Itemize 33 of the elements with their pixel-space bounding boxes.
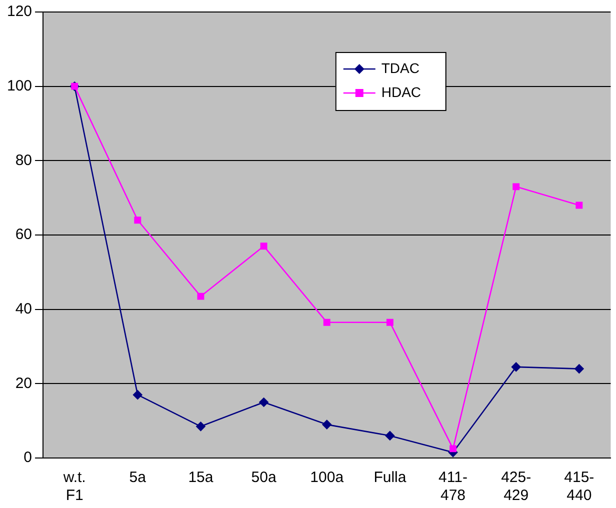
x-tick-label: 411-478 xyxy=(438,469,468,504)
y-tick-label: 80 xyxy=(15,152,32,169)
y-tick-label: 100 xyxy=(6,77,32,94)
x-tick-label: 425-429 xyxy=(501,469,532,504)
point xyxy=(196,422,206,432)
legend-label: HDAC xyxy=(381,84,422,100)
y-tick-label: 40 xyxy=(15,300,32,318)
point xyxy=(512,183,520,190)
x-tick-label: 15a xyxy=(188,469,214,486)
point xyxy=(576,202,583,209)
point xyxy=(197,292,204,300)
legend-label: TDAC xyxy=(381,60,420,76)
x-tick-label: Fulla xyxy=(374,469,407,486)
point xyxy=(386,318,394,326)
point xyxy=(260,242,268,250)
x-tick-label: 415-440 xyxy=(564,469,594,504)
x-tick-label: 50a xyxy=(251,469,277,486)
point xyxy=(450,445,456,452)
point xyxy=(322,420,332,430)
x-tick-label: 100a xyxy=(310,469,344,486)
x-tick-label: w.t. F1 xyxy=(62,469,86,504)
point xyxy=(132,390,142,400)
y-tick-label: 0 xyxy=(24,449,32,466)
x-tick-label: 5a xyxy=(129,469,147,486)
point xyxy=(323,318,330,326)
point xyxy=(134,216,142,224)
point xyxy=(511,362,521,372)
y-tick-label: 120 xyxy=(6,3,32,20)
y-tick-label: 60 xyxy=(15,226,32,244)
point xyxy=(259,398,268,407)
y-tick-label: 20 xyxy=(15,374,32,392)
point xyxy=(385,431,395,440)
point xyxy=(574,364,584,374)
